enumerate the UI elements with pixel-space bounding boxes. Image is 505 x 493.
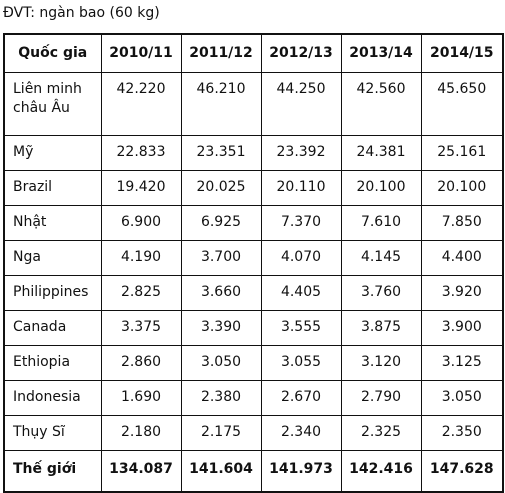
value-cell: 46.210 <box>180 72 262 136</box>
country-cell: Ethiopia <box>3 345 102 381</box>
value-cell: 23.392 <box>260 135 342 171</box>
table-row: Thụy Sĩ 2.180 2.175 2.340 2.325 2.350 <box>3 415 504 451</box>
value-cell: 4.070 <box>260 240 342 276</box>
table-body: Liên minh châu Âu 42.220 46.210 44.250 42.56… <box>3 72 504 493</box>
value-cell: 4.145 <box>340 240 422 276</box>
value-cell: 7.610 <box>340 205 422 241</box>
table-row: Brazil 19.420 20.025 20.110 20.100 20.100 <box>3 170 504 206</box>
value-cell: 3.555 <box>260 310 342 346</box>
value-cell: 142.416 <box>340 450 422 493</box>
value-cell: 3.050 <box>180 345 262 381</box>
data-table: Quốc gia 2010/11 2011/12 2012/13 2013/14 2014… <box>3 33 504 493</box>
table-row: Indonesia 1.690 2.380 2.670 2.790 3.050 <box>3 380 504 416</box>
value-cell: 4.190 <box>100 240 182 276</box>
value-cell: 24.381 <box>340 135 422 171</box>
country-cell: Nga <box>3 240 102 276</box>
value-cell: 4.400 <box>420 240 504 276</box>
value-cell: 3.390 <box>180 310 262 346</box>
value-cell: 44.250 <box>260 72 342 136</box>
value-cell: 3.375 <box>100 310 182 346</box>
value-cell: 42.220 <box>100 72 182 136</box>
country-cell: Indonesia <box>3 380 102 416</box>
value-cell: 3.660 <box>180 275 262 311</box>
value-cell: 6.925 <box>180 205 262 241</box>
value-cell: 134.087 <box>100 450 182 493</box>
value-cell: 45.650 <box>420 72 504 136</box>
header-cell: 2013/14 <box>340 33 422 73</box>
country-cell: Canada <box>3 310 102 346</box>
country-cell: Brazil <box>3 170 102 206</box>
value-cell: 3.125 <box>420 345 504 381</box>
value-cell: 141.973 <box>260 450 342 493</box>
value-cell: 2.790 <box>340 380 422 416</box>
table-row: Liên minh châu Âu 42.220 46.210 44.250 42.56… <box>3 72 504 136</box>
value-cell: 42.560 <box>340 72 422 136</box>
value-cell: 2.340 <box>260 415 342 451</box>
value-cell: 3.875 <box>340 310 422 346</box>
value-cell: 20.110 <box>260 170 342 206</box>
value-cell: 2.860 <box>100 345 182 381</box>
table-row: Nhật 6.900 6.925 7.370 7.610 7.850 <box>3 205 504 241</box>
value-cell: 3.900 <box>420 310 504 346</box>
country-cell: Nhật <box>3 205 102 241</box>
value-cell: 3.700 <box>180 240 262 276</box>
value-cell: 20.025 <box>180 170 262 206</box>
table-row: Thế giới 134.087 141.604 141.973 142.416 147.… <box>3 450 504 493</box>
value-cell: 2.175 <box>180 415 262 451</box>
unit-caption: ĐVT: ngàn bao (60 kg) <box>3 5 160 21</box>
country-cell: Mỹ <box>3 135 102 171</box>
header-cell: 2011/12 <box>180 33 262 73</box>
header-cell: 2010/11 <box>100 33 182 73</box>
value-cell: 147.628 <box>420 450 504 493</box>
header-cell: 2012/13 <box>260 33 342 73</box>
country-cell: Thế giới <box>3 450 102 493</box>
value-cell: 3.050 <box>420 380 504 416</box>
value-cell: 1.690 <box>100 380 182 416</box>
header-cell: 2014/15 <box>420 33 504 73</box>
value-cell: 2.350 <box>420 415 504 451</box>
value-cell: 20.100 <box>340 170 422 206</box>
value-cell: 2.180 <box>100 415 182 451</box>
value-cell: 6.900 <box>100 205 182 241</box>
value-cell: 7.370 <box>260 205 342 241</box>
country-cell: Liên minh châu Âu <box>3 72 102 136</box>
value-cell: 3.055 <box>260 345 342 381</box>
table-row: Mỹ 22.833 23.351 23.392 24.381 25.161 <box>3 135 504 171</box>
country-cell: Philippines <box>3 275 102 311</box>
value-cell: 3.920 <box>420 275 504 311</box>
value-cell: 3.760 <box>340 275 422 311</box>
value-cell: 22.833 <box>100 135 182 171</box>
value-cell: 2.325 <box>340 415 422 451</box>
table-row: Canada 3.375 3.390 3.555 3.875 3.900 <box>3 310 504 346</box>
value-cell: 7.850 <box>420 205 504 241</box>
value-cell: 2.825 <box>100 275 182 311</box>
value-cell: 25.161 <box>420 135 504 171</box>
value-cell: 141.604 <box>180 450 262 493</box>
country-cell: Thụy Sĩ <box>3 415 102 451</box>
value-cell: 19.420 <box>100 170 182 206</box>
value-cell: 20.100 <box>420 170 504 206</box>
header-cell: Quốc gia <box>3 33 102 73</box>
value-cell: 2.670 <box>260 380 342 416</box>
table-row: Nga 4.190 3.700 4.070 4.145 4.400 <box>3 240 504 276</box>
value-cell: 2.380 <box>180 380 262 416</box>
table-row: Philippines 2.825 3.660 4.405 3.760 3.920 <box>3 275 504 311</box>
value-cell: 23.351 <box>180 135 262 171</box>
value-cell: 3.120 <box>340 345 422 381</box>
value-cell: 4.405 <box>260 275 342 311</box>
table-row: Ethiopia 2.860 3.050 3.055 3.120 3.125 <box>3 345 504 381</box>
header-row: Quốc gia 2010/11 2011/12 2012/13 2013/14 2014… <box>3 33 504 73</box>
